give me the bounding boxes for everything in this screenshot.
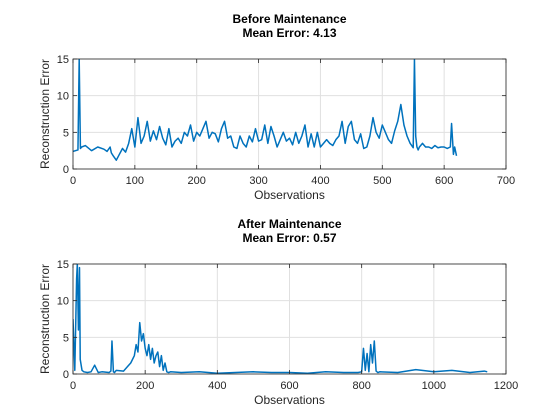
series-line	[73, 59, 458, 161]
x-tick-label: 200	[136, 380, 154, 392]
y-tick-label: 0	[63, 164, 69, 176]
y-tick-label: 15	[57, 54, 69, 66]
x-tick-label: 700	[497, 175, 515, 187]
chart-subtitle: Mean Error: 0.57	[242, 231, 336, 245]
y-tick-label: 10	[57, 296, 69, 308]
x-tick-label: 400	[311, 175, 329, 187]
x-axis-label: Observations	[254, 393, 325, 407]
x-tick-label: 300	[249, 175, 267, 187]
x-tick-label: 0	[70, 380, 76, 392]
x-tick-label: 600	[435, 175, 453, 187]
x-tick-label: 0	[70, 175, 76, 187]
x-tick-label: 100	[126, 175, 144, 187]
x-tick-label: 800	[352, 380, 370, 392]
y-axis-label: Reconstruction Error	[38, 59, 52, 169]
y-tick-label: 5	[63, 332, 69, 344]
x-axis-label: Observations	[254, 188, 325, 202]
y-tick-label: 10	[57, 91, 69, 103]
series-line	[73, 264, 488, 374]
x-tick-label: 200	[188, 175, 206, 187]
chart-title: After Maintenance	[237, 217, 341, 231]
chart-subtitle: Mean Error: 4.13	[242, 26, 336, 40]
x-tick-label: 500	[373, 175, 391, 187]
x-tick-label: 1200	[494, 380, 518, 392]
y-tick-label: 15	[57, 259, 69, 271]
x-tick-label: 400	[208, 380, 226, 392]
axes-box	[72, 58, 507, 170]
y-tick-label: 5	[63, 127, 69, 139]
x-tick-label: 1000	[422, 380, 446, 392]
y-tick-label: 0	[63, 369, 69, 381]
x-tick-label: 600	[280, 380, 298, 392]
y-axis-label: Reconstruction Error	[38, 264, 52, 374]
chart-title: Before Maintenance	[232, 12, 346, 26]
